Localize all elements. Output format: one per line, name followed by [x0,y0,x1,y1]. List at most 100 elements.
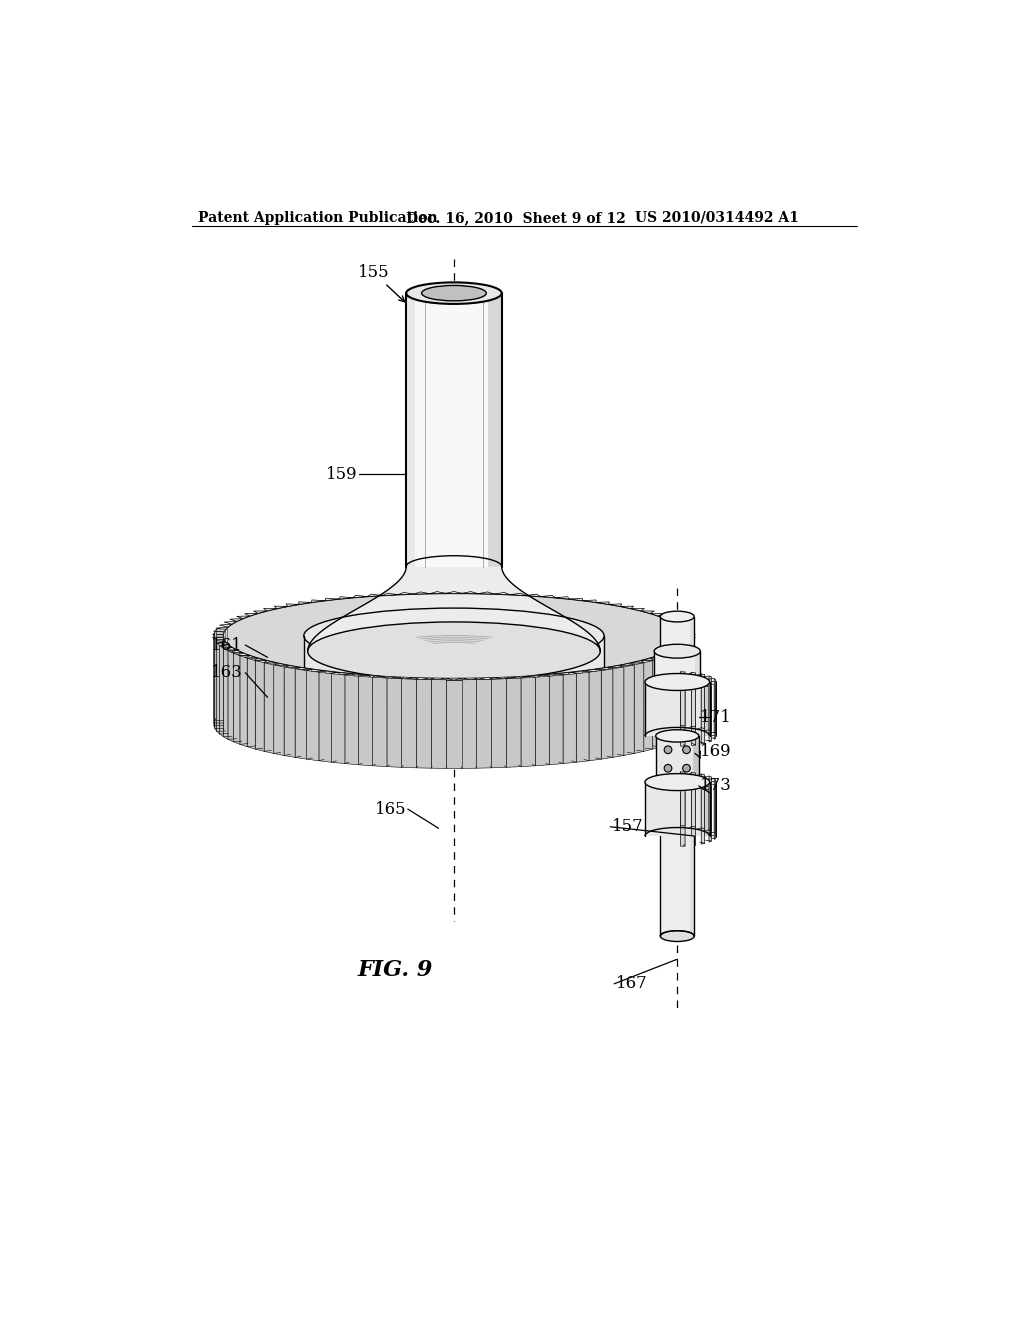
Polygon shape [219,645,223,737]
Polygon shape [237,616,250,619]
Polygon shape [641,659,654,661]
Polygon shape [311,669,325,672]
Polygon shape [681,792,685,846]
Polygon shape [691,672,695,727]
Polygon shape [407,293,416,566]
Polygon shape [414,591,430,594]
Polygon shape [494,677,510,680]
Polygon shape [583,669,596,672]
Polygon shape [621,663,634,665]
Polygon shape [596,668,609,669]
Polygon shape [621,606,634,609]
Polygon shape [676,644,688,648]
Polygon shape [332,673,345,763]
Polygon shape [701,689,705,744]
Polygon shape [634,663,644,754]
Polygon shape [339,672,352,675]
Polygon shape [608,605,622,606]
Polygon shape [681,672,685,726]
Polygon shape [263,661,278,663]
Polygon shape [217,643,219,734]
Polygon shape [709,676,712,731]
Polygon shape [417,680,431,768]
Polygon shape [589,671,601,760]
Polygon shape [214,635,223,638]
Polygon shape [563,673,577,763]
Polygon shape [665,651,678,653]
Polygon shape [644,660,652,751]
Polygon shape [680,627,692,630]
Polygon shape [541,675,555,676]
Polygon shape [541,595,555,598]
Polygon shape [681,772,685,826]
Polygon shape [510,676,525,678]
Polygon shape [229,651,243,653]
Ellipse shape [407,282,502,304]
Circle shape [683,746,690,754]
Polygon shape [631,661,644,663]
Polygon shape [596,602,609,605]
Polygon shape [398,677,414,680]
Polygon shape [660,616,694,651]
Text: 171: 171 [700,709,732,726]
Polygon shape [229,619,243,622]
Polygon shape [430,678,445,680]
Polygon shape [223,594,685,678]
Ellipse shape [645,774,710,791]
Polygon shape [307,566,600,680]
Polygon shape [224,648,237,651]
Circle shape [665,764,672,772]
Polygon shape [352,675,368,676]
Polygon shape [702,781,710,836]
Polygon shape [652,659,660,750]
Polygon shape [671,622,684,624]
Polygon shape [462,591,478,594]
Polygon shape [684,632,694,635]
Polygon shape [214,639,225,642]
Polygon shape [694,651,700,682]
Polygon shape [325,671,339,673]
Polygon shape [583,599,596,602]
Polygon shape [325,598,339,601]
Polygon shape [569,671,583,673]
Polygon shape [286,665,299,668]
Polygon shape [240,656,247,747]
Polygon shape [214,632,224,635]
Polygon shape [445,678,462,680]
Polygon shape [398,593,414,595]
Polygon shape [492,678,506,768]
Polygon shape [264,663,273,754]
Polygon shape [255,660,264,751]
Polygon shape [691,692,695,746]
Polygon shape [690,836,694,936]
Polygon shape [284,667,295,758]
Polygon shape [407,293,502,566]
Polygon shape [387,678,401,767]
Polygon shape [680,648,685,739]
Polygon shape [671,648,684,651]
Polygon shape [691,628,693,721]
Polygon shape [660,656,668,747]
Polygon shape [684,636,695,639]
Polygon shape [665,619,678,622]
Text: FIG. 9: FIG. 9 [357,960,433,981]
Polygon shape [693,737,698,781]
Text: 157: 157 [611,818,643,836]
Polygon shape [690,616,694,651]
Polygon shape [263,609,278,611]
Polygon shape [299,602,311,605]
Polygon shape [368,594,383,597]
Polygon shape [215,640,217,731]
Polygon shape [654,651,700,682]
Polygon shape [688,643,691,734]
Ellipse shape [660,931,694,941]
Text: 165: 165 [375,800,407,817]
Polygon shape [685,645,688,737]
Polygon shape [701,789,705,845]
Text: 167: 167 [615,975,647,993]
Text: 173: 173 [700,777,732,795]
Polygon shape [715,779,716,834]
Polygon shape [675,651,680,742]
Polygon shape [345,675,358,764]
Polygon shape [569,598,583,601]
